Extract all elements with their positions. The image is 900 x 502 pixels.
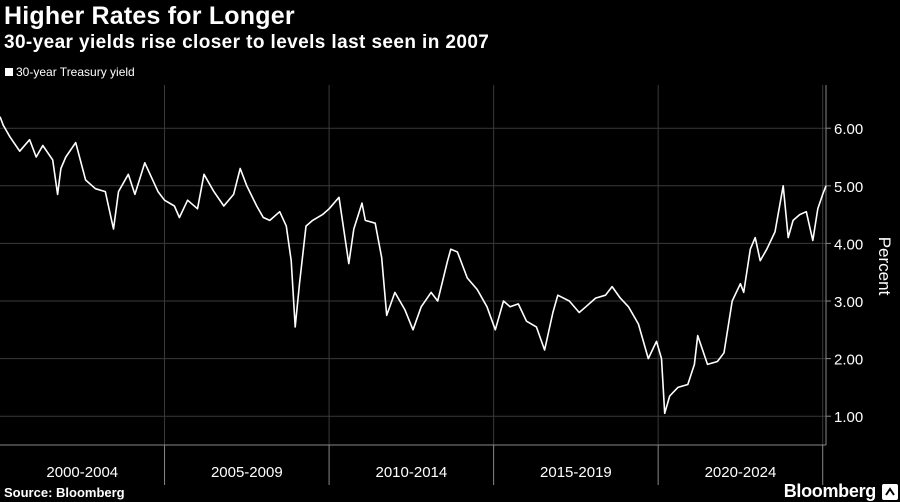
y-axis-title: Percent: [875, 237, 894, 296]
x-period-label-2: 2010-2014: [375, 464, 447, 481]
series-line-0: [0, 116, 827, 415]
bloomberg-wordmark: Bloomberg: [783, 481, 877, 501]
chart-title: Higher Rates for Longer: [4, 2, 295, 30]
share-icon[interactable]: [882, 484, 898, 500]
source-note: Source: Bloomberg: [4, 485, 125, 500]
y-tick-label-4: 5.00: [834, 179, 863, 196]
legend: 30-year Treasury yield: [5, 65, 135, 79]
x-period-label-4: 2020-2024: [705, 464, 777, 481]
y-tick-label-5: 6.00: [834, 121, 863, 138]
y-tick-label-1: 2.00: [834, 352, 863, 369]
chart-subtitle: 30-year yields rise closer to levels las…: [4, 32, 490, 53]
x-period-label-0: 2000-2004: [46, 464, 118, 481]
x-period-label-3: 2015-2019: [540, 464, 612, 481]
legend-label: 30-year Treasury yield: [16, 65, 135, 79]
y-tick-label-3: 4.00: [834, 236, 863, 253]
legend-swatch: [5, 68, 13, 76]
y-tick-label-2: 3.00: [834, 294, 863, 311]
y-tick-label-0: 1.00: [834, 409, 863, 426]
x-period-label-1: 2005-2009: [211, 464, 283, 481]
